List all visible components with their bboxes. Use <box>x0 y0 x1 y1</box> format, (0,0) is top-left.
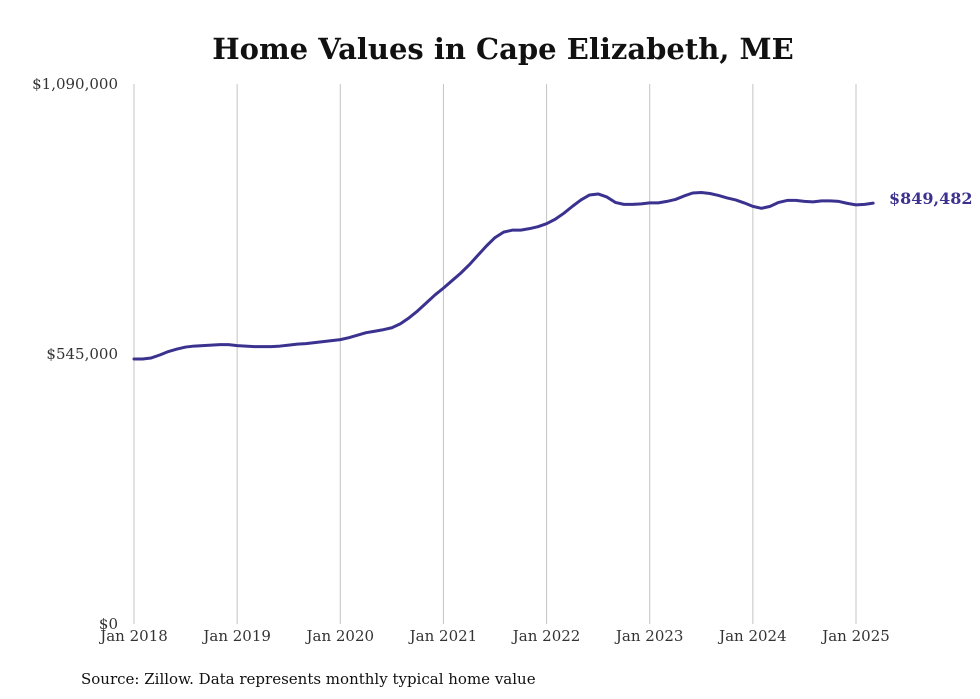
y-tick-label: $0 <box>99 615 118 633</box>
series-line <box>132 191 875 361</box>
data-series <box>132 191 875 361</box>
x-tick-label: Jan 2024 <box>717 627 787 645</box>
x-tick-label: Jan 2020 <box>305 627 375 645</box>
x-tick-label: Jan 2025 <box>820 627 890 645</box>
vertical-gridlines <box>133 84 857 624</box>
x-tick-label: Jan 2019 <box>201 627 271 645</box>
x-tick-label: Jan 2021 <box>408 627 478 645</box>
y-tick-label: $1,090,000 <box>32 75 118 93</box>
latest-value-label: $849,482 <box>889 189 973 208</box>
x-tick-label: Jan 2022 <box>511 627 581 645</box>
y-tick-label: $545,000 <box>46 345 118 363</box>
x-axis-tick-labels: Jan 2018 Jan 2019 Jan 2020 Jan 2021 Jan 2022… <box>98 627 890 645</box>
y-axis-tick-labels: $0 $545,000 $1,090,000 <box>32 75 118 633</box>
x-tick-label: Jan 2023 <box>614 627 684 645</box>
source-note: Source: Zillow. Data represents monthly … <box>81 670 536 688</box>
chart-title: Home Values in Cape Elizabeth, ME <box>212 32 793 66</box>
x-tick-label: Jan 2018 <box>98 627 168 645</box>
